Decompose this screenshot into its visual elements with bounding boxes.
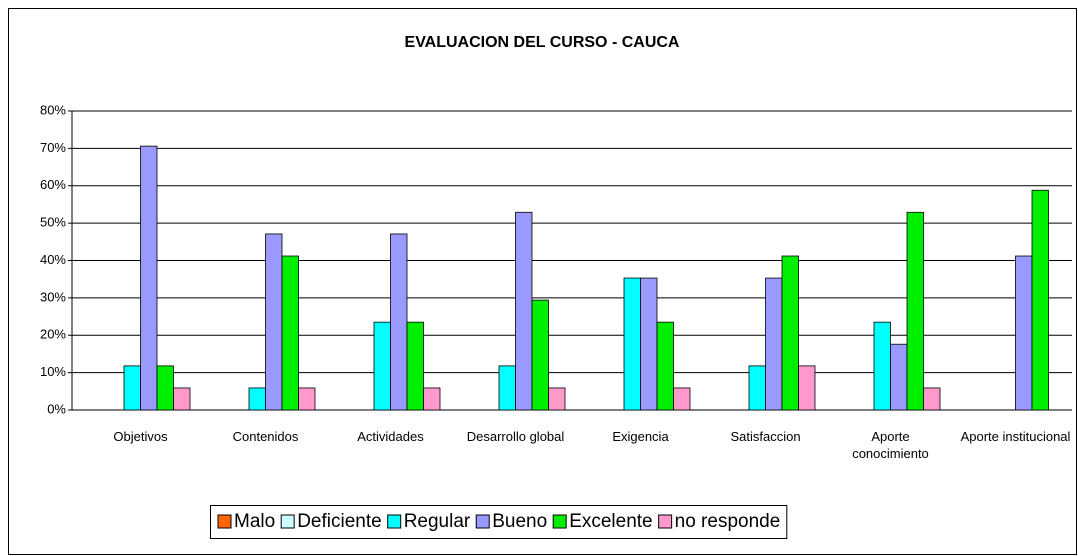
bar	[248, 387, 266, 411]
bar	[515, 211, 533, 411]
bar	[423, 387, 441, 411]
legend-label: Deficiente	[297, 511, 382, 532]
y-tick-label: 30%	[40, 289, 66, 304]
chart-frame	[8, 8, 1077, 555]
x-tick-label: Aporte institucional	[960, 429, 1071, 444]
y-tick-label: 60%	[40, 177, 66, 192]
y-tick-label: 20%	[40, 327, 66, 342]
bar	[1031, 189, 1049, 411]
bar	[406, 321, 424, 411]
y-tick-label: 40%	[40, 252, 66, 267]
bar	[640, 277, 658, 411]
legend-swatch	[658, 514, 673, 529]
y-tick-label: 70%	[40, 140, 66, 155]
legend-label: Regular	[404, 511, 471, 532]
bar	[798, 365, 816, 411]
legend-swatch	[280, 514, 295, 529]
bar	[873, 321, 891, 411]
y-tick-label: 50%	[40, 215, 66, 230]
bar	[1015, 255, 1033, 411]
bar	[390, 233, 408, 411]
chart-title: EVALUACION DEL CURSO - CAUCA	[405, 34, 680, 51]
x-tick-label: Satisfaccion	[730, 429, 801, 444]
bar	[140, 145, 158, 411]
bar	[748, 365, 766, 411]
legend-swatch	[217, 514, 232, 529]
bar	[656, 321, 674, 411]
y-tick-label: 10%	[40, 364, 66, 379]
x-tick-label: Actividades	[357, 429, 424, 444]
y-tick-label: 0%	[47, 401, 66, 416]
bar	[781, 255, 799, 411]
bar	[923, 387, 941, 411]
bar	[498, 365, 516, 411]
legend-swatch	[475, 514, 490, 529]
bar	[765, 277, 783, 411]
x-tick-label: Objetivos	[113, 429, 168, 444]
legend-label: Excelente	[569, 511, 652, 532]
legend-label: no responde	[675, 511, 781, 532]
bar	[156, 365, 174, 411]
bar	[623, 277, 641, 411]
bar	[531, 299, 549, 411]
legend-swatch	[552, 514, 567, 529]
bar	[906, 211, 924, 411]
x-tick-label: Desarrollo global	[466, 429, 565, 444]
bar	[373, 321, 391, 411]
y-tick-label: 80%	[40, 102, 66, 117]
bar	[298, 387, 316, 411]
bar	[123, 365, 141, 411]
bar	[673, 387, 691, 411]
bar	[548, 387, 566, 411]
bar	[890, 343, 908, 411]
x-tick-label: Exigencia	[612, 429, 669, 444]
bar	[173, 387, 191, 411]
legend-label: Malo	[234, 511, 275, 532]
legend-label: Bueno	[492, 511, 547, 532]
legend-box	[210, 505, 788, 539]
x-tick-label: Contenidos	[232, 429, 299, 444]
x-tick-label: Aporte conocimiento	[852, 429, 929, 461]
bar	[265, 233, 283, 411]
legend-swatch	[387, 514, 402, 529]
bar	[281, 255, 299, 411]
